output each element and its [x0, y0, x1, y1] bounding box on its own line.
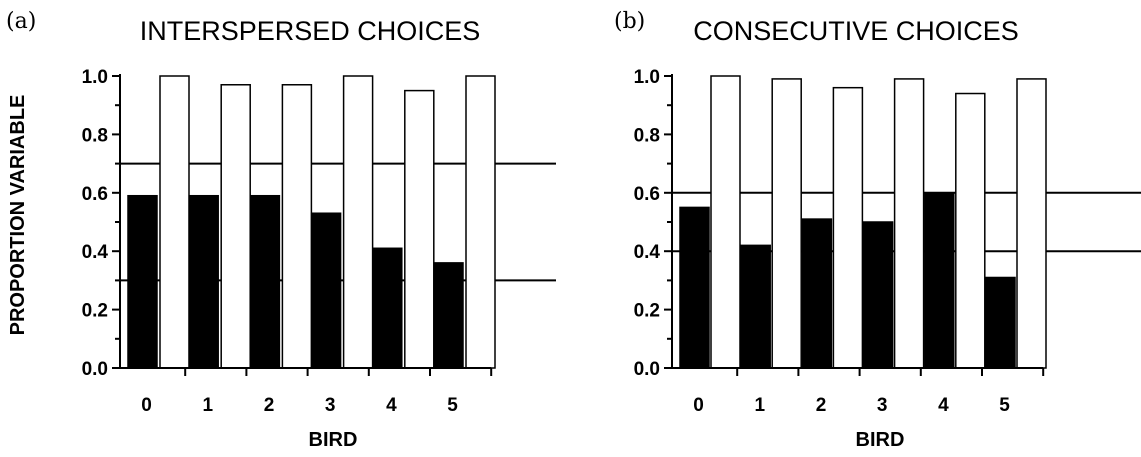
panel-a-x-axis-title: BIRD: [309, 429, 358, 451]
panel-a-x-tick-label: 5: [447, 395, 458, 416]
panel-a: (a) INTERSPERSED CHOICES 0.0 0.2 0.4 0.6 0.8…: [6, 9, 556, 451]
panel-a-bar-black-bird-1: [188, 194, 219, 369]
y-axis-title: PROPORTION VARIABLE: [7, 95, 29, 336]
panel-b-y-tick-label: 0.0: [634, 359, 660, 380]
panel-a-x-axis: 0 1 2 3 4 5: [141, 368, 493, 416]
panel-b-bar-black-bird-5: [985, 276, 1016, 369]
panel-b-y-tick-label: 0.8: [634, 125, 660, 146]
panel-a-bar-white-bird-1: [220, 84, 251, 369]
panel-b-x-tick-label: 2: [816, 395, 827, 416]
panel-b-y-tick-label: 0.4: [634, 242, 661, 263]
panel-b-bars: [679, 75, 1047, 369]
panel-b-bar-white-bird-4: [955, 92, 986, 369]
panel-b-x-tick-label: 3: [877, 395, 888, 416]
panel-a-bar-white-bird-3: [342, 75, 374, 369]
panel-a-bar-white-bird-5: [465, 75, 496, 369]
panel-b-title: CONSECUTIVE CHOICES: [693, 16, 1019, 46]
panel-a-bar-black-bird-0: [127, 194, 158, 369]
panel-b-bar-black-bird-4: [924, 192, 955, 369]
panel-b-x-tick-label: 1: [755, 395, 766, 416]
panel-a-bar-white-bird-4: [404, 89, 435, 369]
panel-a-axes: [119, 74, 492, 369]
panel-b-bar-white-bird-1: [771, 78, 802, 369]
panel-a-bar-black-bird-2: [249, 194, 281, 369]
panel-b-y-axis: 0.0 0.2 0.4 0.6 0.8 1.0: [634, 67, 672, 380]
panel-b: (b) CONSECUTIVE CHOICES 0.0 0.2 0.4 0.6 0.8 1…: [614, 9, 1141, 451]
panel-a-x-tick-label: 1: [203, 395, 214, 416]
panel-a-y-tick-label: 0.0: [82, 359, 108, 380]
panel-a-y-tick-label: 0.6: [82, 184, 108, 205]
panel-a-bar-black-bird-4: [372, 247, 403, 369]
panel-a-x-tick-label: 3: [325, 395, 336, 416]
panel-a-x-tick-label: 0: [141, 395, 152, 416]
panel-b-label: (b): [614, 9, 645, 34]
panel-b-bar-white-bird-0: [710, 75, 741, 369]
panel-a-y-tick-label: 0.4: [82, 242, 109, 263]
panel-b-x-tick-label: 0: [693, 395, 704, 416]
panel-a-bar-white-bird-0: [159, 75, 190, 369]
panel-b-x-tick-label: 4: [938, 395, 949, 416]
panel-b-bar-black-bird-1: [740, 244, 771, 369]
panel-b-bar-white-bird-3: [893, 78, 925, 369]
panel-b-x-axis-title: BIRD: [856, 429, 905, 451]
panel-b-bar-black-bird-3: [862, 221, 894, 369]
panel-a-y-tick-label: 1.0: [82, 67, 108, 88]
panel-a-axis-lines: [119, 74, 492, 369]
panel-a-y-tick-label: 0.8: [82, 125, 108, 146]
panel-b-bar-black-bird-2: [801, 218, 833, 369]
panel-b-bar-white-bird-5: [1016, 78, 1047, 369]
panel-b-x-tick-label: 5: [999, 395, 1010, 416]
panel-b-y-tick-label: 0.2: [634, 301, 660, 322]
panel-b-y-tick-label: 0.6: [634, 184, 660, 205]
panel-a-bars: [127, 75, 496, 369]
panel-a-y-tick-label: 0.2: [82, 301, 108, 322]
panel-b-bar-black-bird-0: [679, 206, 710, 369]
panel-a-title: INTERSPERSED CHOICES: [140, 16, 481, 46]
panel-a-bar-white-bird-2: [281, 84, 313, 369]
panel-b-bar-white-bird-2: [832, 86, 864, 369]
panel-a-label: (a): [6, 9, 36, 34]
panel-b-axis-lines: [671, 74, 1044, 369]
panel-a-x-tick-label: 2: [264, 395, 275, 416]
panel-a-bar-black-bird-5: [433, 262, 464, 369]
panel-a-x-tick-label: 4: [386, 395, 397, 416]
panel-a-bar-black-bird-3: [310, 212, 342, 369]
panel-b-axes: [671, 74, 1044, 369]
panel-b-y-tick-label: 1.0: [634, 67, 660, 88]
panel-b-x-axis: 0 1 2 3 4 5: [693, 368, 1045, 416]
panel-a-y-axis: 0.0 0.2 0.4 0.6 0.8 1.0: [82, 67, 120, 380]
